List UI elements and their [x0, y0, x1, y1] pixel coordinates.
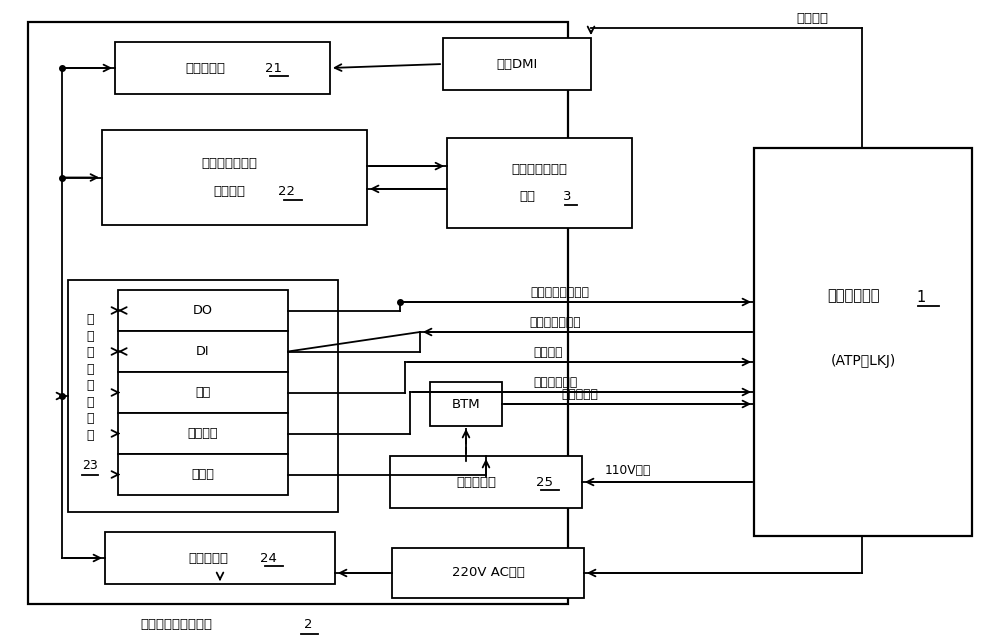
Text: 1: 1	[916, 290, 926, 305]
Bar	[115, 42, 330, 94]
Text: 通信线缆: 通信线缆	[796, 12, 828, 24]
Bar	[105, 532, 335, 584]
Text: DI: DI	[196, 345, 210, 358]
Bar	[447, 138, 632, 228]
Text: 列控车载设备: 列控车载设备	[827, 288, 879, 303]
Text: 应答器: 应答器	[192, 468, 214, 481]
Bar	[118, 413, 288, 454]
Text: 仿真按钮手柄信号: 仿真按钮手柄信号	[530, 286, 590, 298]
Text: 车载接口仿真子系统: 车载接口仿真子系统	[140, 619, 212, 631]
Text: 仿真应答器: 仿真应答器	[456, 475, 496, 488]
Text: 25: 25	[536, 475, 553, 488]
Text: 电源转换器: 电源转换器	[188, 551, 228, 564]
Text: DO: DO	[193, 304, 213, 317]
Text: 应答器报文: 应答器报文	[562, 387, 598, 401]
Text: 2: 2	[304, 619, 312, 631]
Text: 110V电源: 110V电源	[605, 463, 651, 477]
Bar	[28, 22, 568, 604]
Text: 3: 3	[563, 190, 572, 203]
Text: 轨道电路: 轨道电路	[188, 427, 218, 440]
Text: 轨道电路信号: 轨道电路信号	[534, 376, 578, 389]
Bar	[102, 130, 367, 225]
Text: 仿真驾驶台: 仿真驾驶台	[185, 61, 225, 75]
Text: 车载接口仿真应: 车载接口仿真应	[202, 157, 258, 170]
Bar	[118, 454, 288, 495]
Text: 22: 22	[278, 185, 295, 198]
Text: 速度: 速度	[195, 386, 211, 399]
Text: 220V AC电源: 220V AC电源	[452, 567, 524, 580]
Text: 真实DMI: 真实DMI	[496, 58, 538, 70]
Text: 23: 23	[82, 459, 98, 472]
Text: (ATP及LKJ): (ATP及LKJ)	[830, 355, 896, 369]
Bar	[443, 38, 591, 90]
Text: 制动等控制信号: 制动等控制信号	[529, 316, 581, 328]
Text: 线路数据仿真服: 线路数据仿真服	[512, 163, 568, 176]
Text: 24: 24	[260, 551, 276, 564]
Bar	[430, 382, 502, 426]
Text: 车
载
接
口
仿
真
单
元: 车 载 接 口 仿 真 单 元	[86, 313, 94, 442]
Bar	[392, 548, 584, 598]
Text: 务器: 务器	[520, 190, 536, 203]
Bar	[118, 372, 288, 413]
Text: 用服务器: 用服务器	[214, 185, 246, 198]
Bar	[118, 331, 288, 372]
Text: 21: 21	[265, 61, 282, 75]
Bar	[68, 280, 338, 512]
Text: BTM: BTM	[452, 397, 480, 410]
Bar	[390, 456, 582, 508]
Text: 速度信号: 速度信号	[533, 346, 563, 358]
Bar	[118, 290, 288, 331]
Bar	[754, 148, 972, 536]
